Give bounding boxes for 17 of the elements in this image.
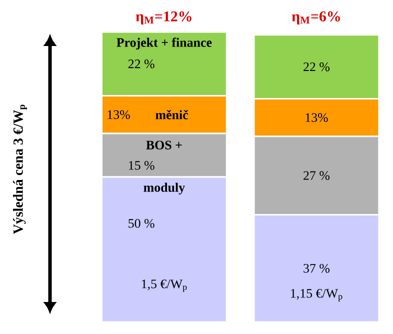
data-label: 22 %	[128, 60, 154, 68]
y-axis-title: Výsledná cena 3 €/W$_{p}$	[13, 104, 27, 234]
data-label: 13%	[108, 110, 130, 120]
data-label: 13%	[306, 113, 328, 122]
annotation: 1,15 €/W$_{p}$	[291, 289, 342, 302]
series-label: Projekt + finance	[116, 38, 212, 50]
data-label: 37 %	[304, 264, 330, 273]
data-label: 22 %	[304, 62, 330, 72]
series-label: měnič	[156, 110, 188, 120]
series-label: BOS +	[146, 140, 182, 150]
data-label: 50 %	[128, 219, 154, 228]
series-label: moduly	[144, 182, 185, 194]
x-tick-label: η$_{M}$=6%	[292, 11, 340, 24]
data-label: 15 %	[129, 161, 154, 170]
annotation: 1,5 €/W$_{p}$	[142, 280, 187, 292]
x-tick-label: η$_{M}$=12%	[136, 11, 192, 24]
data-label: 27 %	[304, 171, 330, 180]
